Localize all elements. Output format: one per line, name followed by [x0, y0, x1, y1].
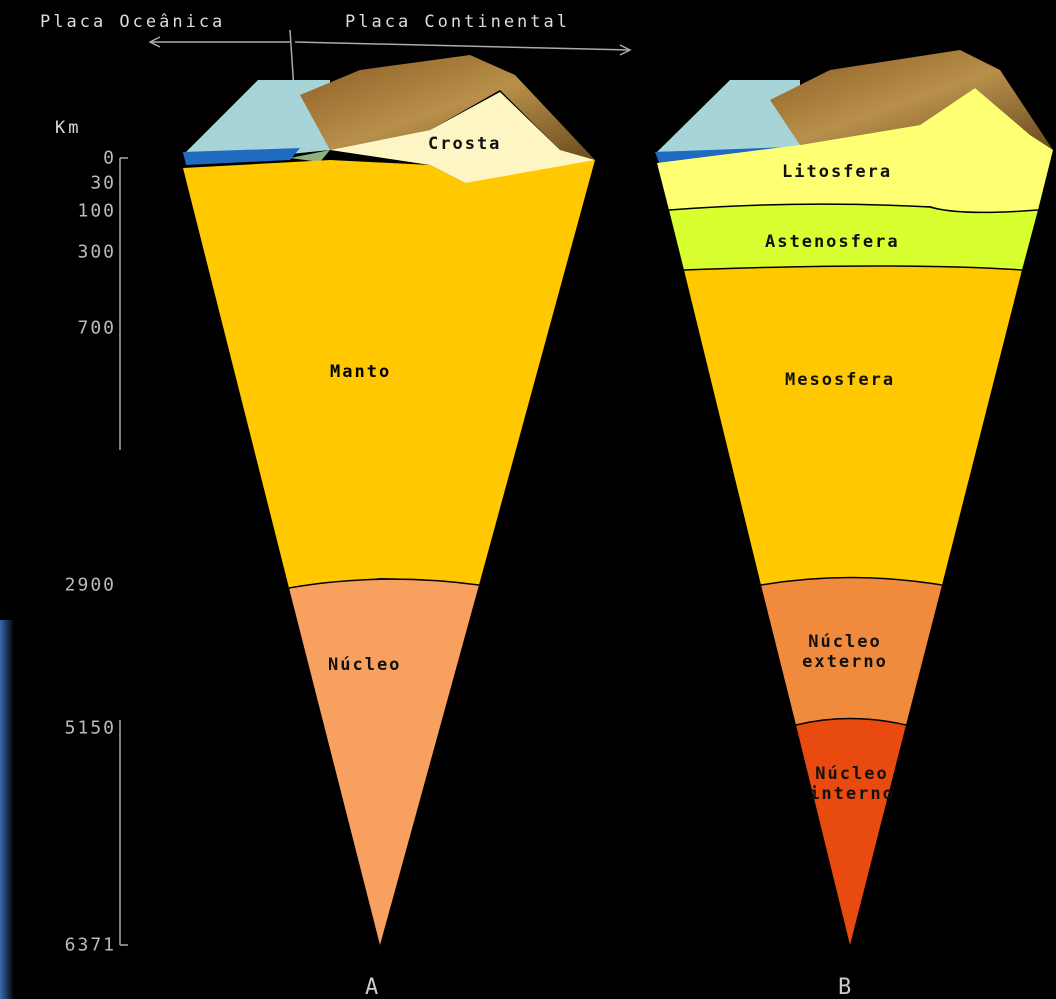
- wedge-a: [183, 55, 595, 945]
- page: Placa Oceânica Placa Continental Km 0 30 1…: [0, 0, 1056, 999]
- depth-label: 6371: [65, 935, 116, 956]
- wedge-label: B: [838, 975, 854, 999]
- layer-label: Astenosfera: [765, 232, 900, 252]
- depth-axis: [120, 158, 128, 945]
- layer-label: Crosta: [428, 134, 501, 154]
- depth-label: 700: [77, 318, 116, 339]
- depth-label: 300: [77, 242, 116, 263]
- continental-plate-label: Placa Continental: [345, 12, 570, 32]
- diagram: [0, 0, 1056, 999]
- layer-label: Núcleo externo: [795, 632, 895, 672]
- wedge-b: [655, 50, 1053, 945]
- wedge-label: A: [365, 975, 381, 999]
- depth-label: 2900: [65, 575, 116, 596]
- layer-label: Núcleo: [328, 655, 401, 675]
- depth-label: 30: [90, 173, 116, 194]
- layer-label: Mesosfera: [785, 370, 895, 390]
- layer-label: Manto: [330, 362, 391, 382]
- layer-label: Litosfera: [782, 162, 892, 182]
- unit-label: Km: [55, 118, 81, 138]
- depth-label: 0: [103, 148, 116, 169]
- edge-glow: [0, 620, 14, 999]
- layer-label: Núcleo interno: [802, 764, 902, 804]
- depth-label: 100: [77, 201, 116, 222]
- depth-label: 5150: [65, 718, 116, 739]
- oceanic-plate-label: Placa Oceânica: [40, 12, 225, 32]
